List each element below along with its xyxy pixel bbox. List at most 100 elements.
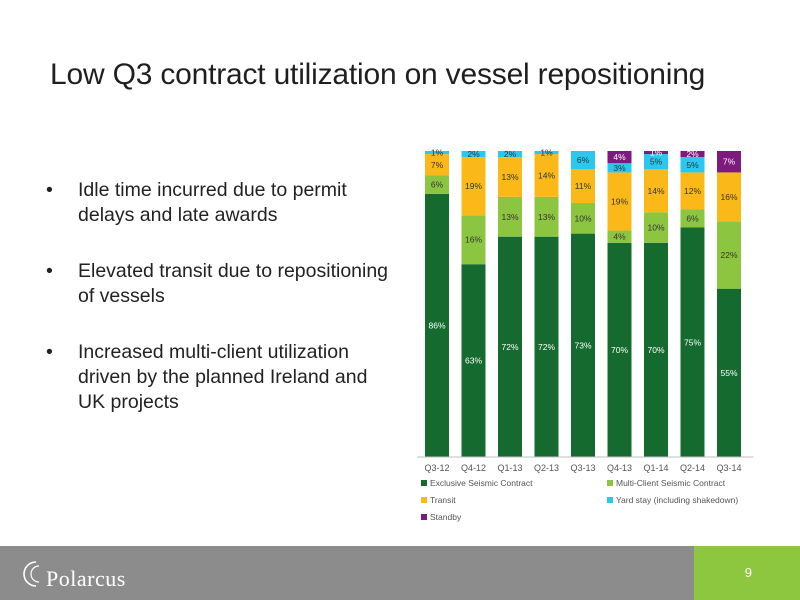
data-label: 2%: [467, 149, 480, 159]
legend-swatch: [421, 480, 427, 486]
legend-label: Exclusive Seismic Contract: [430, 478, 533, 488]
data-label: 75%: [684, 337, 701, 347]
bar-segment-transit: [461, 157, 486, 216]
bar-segment-transit: [571, 169, 595, 204]
bar-segment-multi-client-seismic-contract: [571, 203, 595, 234]
data-label: 6%: [431, 180, 444, 190]
legend-label: Yard stay (including shakedown): [616, 495, 738, 505]
data-label: 19%: [611, 196, 628, 206]
bar-segment-yard-stay-including-shakedown: [607, 163, 632, 173]
bar-segment-multi-client-seismic-contract: [717, 221, 741, 289]
slide-title: Low Q3 contract utilization on vessel re…: [50, 58, 706, 91]
bar-segment-transit: [717, 172, 741, 222]
bar-segment-transit: [680, 172, 705, 210]
data-label: 10%: [647, 223, 664, 233]
data-label: 1%: [540, 148, 553, 158]
bar-segment-exclusive-seismic-contract: [607, 242, 632, 457]
data-label: 13%: [501, 212, 518, 222]
bar-segment-transit: [498, 157, 522, 197]
bar-segment-exclusive-seismic-contract: [717, 288, 741, 457]
x-tick-label: Q3-12: [424, 463, 449, 473]
page-number-box: 9: [694, 546, 800, 600]
polarcus-logo-icon: [23, 561, 40, 587]
x-tick-label: Q1-14: [643, 463, 668, 473]
bar-segment-yard-stay-including-shakedown: [425, 151, 449, 155]
bar-segment-exclusive-seismic-contract: [534, 236, 559, 457]
bullet-text: Idle time incurred due to permit delays …: [78, 179, 347, 226]
data-label: 6%: [577, 155, 590, 165]
logo-text: Polarcus: [46, 566, 126, 591]
bar-segment-exclusive-seismic-contract: [498, 236, 522, 457]
bullet-dot: •: [46, 341, 53, 363]
bar-segment-yard-stay-including-shakedown: [680, 157, 705, 173]
legend-swatch: [607, 497, 613, 503]
data-label: 19%: [465, 181, 482, 191]
bar-segment-multi-client-seismic-contract: [461, 215, 486, 265]
page-number: 9: [744, 565, 752, 580]
data-label: 4%: [613, 232, 626, 242]
data-label: 63%: [465, 356, 482, 366]
bar-segment-yard-stay-including-shakedown: [571, 151, 595, 170]
bar-segment-exclusive-seismic-contract: [680, 227, 705, 457]
bar-segment-exclusive-seismic-contract: [571, 233, 595, 457]
legend-swatch: [421, 497, 427, 503]
x-tick-label: Q4-12: [461, 463, 486, 473]
bullet-text: Increased multi-client utilization drive…: [78, 341, 368, 413]
data-label: 72%: [501, 342, 518, 352]
data-label: 3%: [613, 163, 626, 173]
bullet-list: • Idle time incurred due to permit delays…: [46, 178, 396, 446]
legend-swatch: [607, 480, 613, 486]
data-label: 14%: [647, 186, 664, 196]
x-tick-label: Q3-13: [570, 463, 595, 473]
bar-segment-yard-stay-including-shakedown: [644, 154, 668, 170]
data-label: 7%: [723, 157, 736, 167]
data-label: 16%: [720, 192, 737, 202]
data-label: 86%: [428, 320, 445, 330]
data-label: 73%: [574, 340, 591, 350]
data-label: 14%: [538, 170, 555, 180]
bar-segment-transit: [607, 172, 632, 231]
data-label: 12%: [684, 186, 701, 196]
x-tick-label: Q2-13: [534, 463, 559, 473]
bullet-text: Elevated transit due to repositioning of…: [78, 260, 389, 307]
bar-segment-exclusive-seismic-contract: [425, 193, 449, 457]
footer-bar: Polarcus: [0, 546, 800, 600]
bar-segment-multi-client-seismic-contract: [607, 230, 632, 243]
x-tick-label: Q4-13: [607, 463, 632, 473]
x-tick-label: Q2-14: [680, 463, 705, 473]
bar-segment-transit: [425, 154, 449, 176]
data-label: 4%: [613, 152, 626, 162]
data-label: 7%: [431, 160, 444, 170]
data-label: 2%: [504, 149, 517, 159]
bar-segment-transit: [534, 154, 559, 197]
data-label: 2%: [686, 149, 699, 159]
data-label: 16%: [465, 235, 482, 245]
bar-segment-exclusive-seismic-contract: [644, 242, 668, 457]
bar-segment-standby: [680, 151, 705, 158]
bar-segment-multi-client-seismic-contract: [644, 212, 668, 243]
bar-segment-multi-client-seismic-contract: [498, 196, 522, 237]
legend-label: Multi-Client Seismic Contract: [616, 478, 726, 488]
data-label: 70%: [611, 345, 628, 355]
bar-segment-multi-client-seismic-contract: [534, 196, 559, 237]
data-label: 13%: [501, 172, 518, 182]
data-label: 13%: [538, 212, 555, 222]
bullet-dot: •: [46, 260, 53, 282]
bar-segment-multi-client-seismic-contract: [425, 175, 449, 194]
data-label: 11%: [575, 181, 592, 191]
bar-segment-yard-stay-including-shakedown: [461, 151, 486, 158]
data-label: 72%: [538, 342, 555, 352]
data-label: 5%: [686, 160, 699, 170]
bar-segment-multi-client-seismic-contract: [680, 209, 705, 228]
legend-label: Transit: [430, 495, 456, 505]
x-tick-label: Q1-13: [497, 463, 522, 473]
data-label: 22%: [720, 250, 737, 260]
data-label: 1%: [431, 148, 444, 158]
data-label: 10%: [574, 213, 591, 223]
bar-segment-standby: [607, 151, 632, 164]
bar-segment-yard-stay-including-shakedown: [498, 151, 522, 158]
bullet-item: • Increased multi-client utilization driv…: [46, 340, 396, 415]
x-tick-label: Q3-14: [716, 463, 741, 473]
bar-segment-yard-stay-including-shakedown: [534, 151, 559, 155]
bar-segment-standby: [644, 151, 668, 155]
